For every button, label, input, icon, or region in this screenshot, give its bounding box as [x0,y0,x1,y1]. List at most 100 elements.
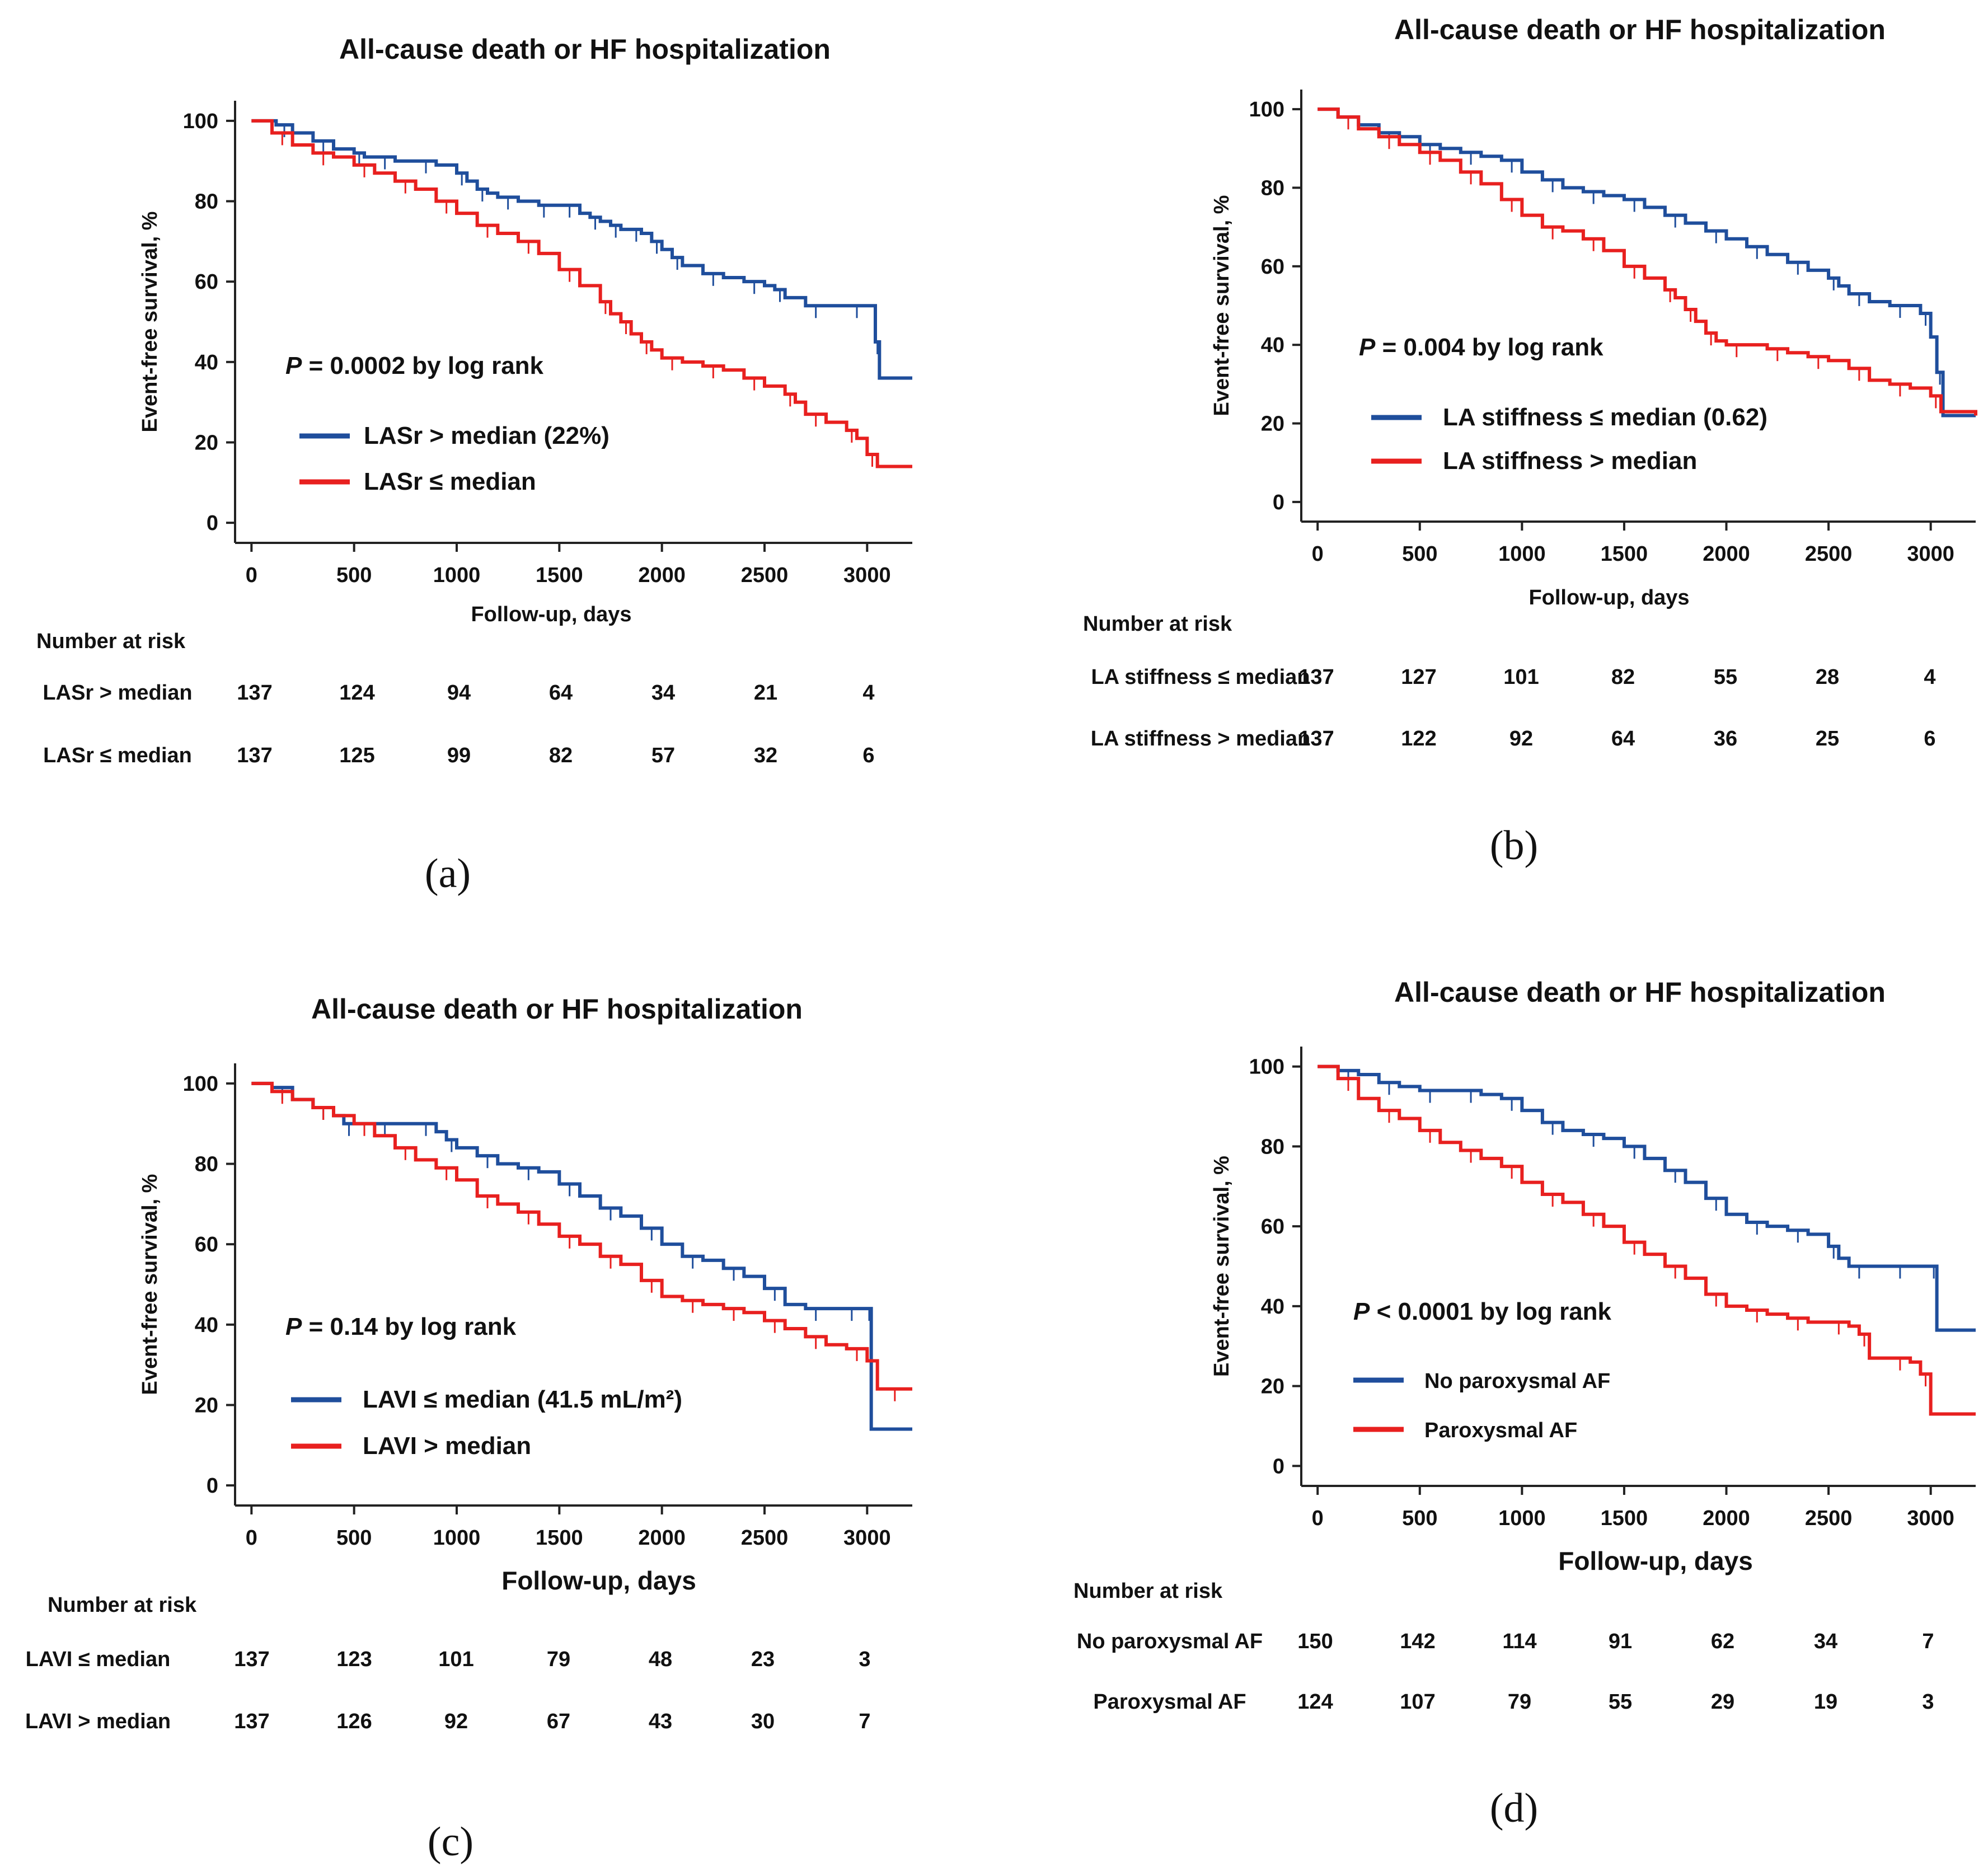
panel-label: (d) [1490,1785,1538,1831]
p-value-annotation: P < 0.0001 by log rank [1353,1298,1612,1325]
risk-count: 150 [1297,1630,1333,1653]
x-tick-label: 2500 [1805,1507,1853,1530]
panel-label: (b) [1490,823,1538,869]
risk-row-label: LAVI ≤ median [26,1648,171,1671]
p-value-symbol: P [1353,1298,1370,1325]
x-tick-label: 2000 [638,1526,686,1550]
risk-count: 137 [1298,727,1334,751]
legend-label: LAVI > median [363,1432,531,1460]
legend-label: LA stiffness ≤ median (0.62) [1443,404,1767,431]
risk-count: 92 [1509,727,1533,751]
risk-count: 7 [1922,1630,1934,1653]
risk-count: 62 [1711,1630,1734,1653]
risk-count: 28 [1816,665,1839,689]
risk-count: 25 [1816,727,1839,751]
risk-table-header: Number at risk [1083,612,1232,636]
risk-count: 4 [1924,665,1935,689]
risk-count: 114 [1502,1630,1536,1653]
y-tick-label: 100 [183,1072,218,1096]
risk-count: 122 [1401,727,1436,751]
risk-count: 64 [549,681,573,705]
x-tick-label: 0 [1312,1507,1324,1530]
survival-curve-red [1317,1064,1976,1416]
x-tick-label: 1000 [433,564,481,587]
x-tick-label: 2000 [1703,542,1750,566]
risk-row-label: LASr ≤ median [43,744,192,767]
y-tick-label: 80 [195,190,218,214]
risk-count: 137 [237,744,272,767]
p-value-text: = 0.004 by log rank [1375,334,1603,361]
x-tick-label: 500 [336,564,372,587]
y-tick-label: 40 [195,1314,218,1337]
chart-title: All-cause death or HF hospitalization [1394,14,1886,45]
risk-count: 34 [651,681,675,705]
risk-count: 6 [862,744,874,767]
x-tick-label: 2000 [1703,1507,1750,1530]
legend-label: LA stiffness > median [1443,447,1697,475]
risk-count: 57 [651,744,675,767]
y-tick-label: 0 [1273,1455,1284,1478]
risk-count: 36 [1714,727,1737,751]
chart-title: All-cause death or HF hospitalization [339,34,831,65]
y-tick-label: 60 [1261,255,1284,279]
x-axis-label: Follow-up, days [1528,586,1689,609]
risk-row-label: LA stiffness > median [1091,727,1310,751]
legend-label: Paroxysmal AF [1424,1419,1577,1442]
y-tick-label: 0 [1273,491,1284,514]
y-tick-label: 0 [207,512,218,535]
y-tick-label: 60 [195,270,218,294]
risk-count: 91 [1609,1630,1632,1653]
x-tick-label: 3000 [843,1526,891,1550]
y-axis-label: Event-free survival, % [1210,1156,1234,1377]
legend-label: LASr > median (22%) [364,422,609,449]
survival-curve-red [251,119,912,468]
y-tick-label: 60 [1261,1215,1284,1239]
risk-count: 3 [859,1648,870,1671]
p-value-annotation: P = 0.14 by log rank [285,1313,517,1340]
risk-count: 137 [234,1710,269,1733]
risk-count: 127 [1401,665,1436,689]
p-value-symbol: P [285,1313,302,1340]
x-tick-label: 0 [246,1526,257,1550]
x-tick-label: 1500 [536,564,583,587]
risk-count: 125 [339,744,374,767]
y-tick-label: 100 [1249,1056,1284,1079]
x-tick-label: 3000 [1907,542,1954,566]
risk-count: 123 [336,1648,372,1671]
x-axis-label: Follow-up, days [471,603,631,626]
risk-count: 137 [1298,665,1334,689]
risk-row-label: No paroxysmal AF [1077,1630,1263,1653]
x-tick-label: 0 [246,564,257,587]
x-tick-label: 500 [1402,542,1437,566]
risk-count: 107 [1400,1690,1435,1714]
y-axis-label: Event-free survival, % [138,1174,162,1395]
risk-count: 4 [862,681,874,705]
y-tick-label: 60 [195,1233,218,1256]
y-tick-label: 40 [195,351,218,374]
risk-count: 23 [751,1648,775,1671]
x-tick-label: 1000 [433,1526,481,1550]
y-axis-label: Event-free survival, % [138,212,162,433]
y-tick-label: 0 [207,1474,218,1498]
x-tick-label: 2500 [741,1526,789,1550]
survival-curve-blue [1317,1064,1976,1332]
panel-label: (a) [425,851,471,897]
survival-curve-blue [251,119,912,380]
risk-count: 94 [447,681,471,705]
risk-count: 6 [1924,727,1935,751]
x-tick-label: 1000 [1498,542,1546,566]
risk-table-header: Number at risk [48,1593,197,1617]
p-value-symbol: P [1359,334,1376,361]
chart-panel-c: All-cause death or HF hospitalization 0 20… [25,993,912,1865]
chart-title: All-cause death or HF hospitalization [311,993,803,1025]
x-tick-label: 500 [1402,1507,1437,1530]
x-tick-label: 2500 [1805,542,1853,566]
y-tick-label: 20 [1261,1375,1284,1399]
y-tick-label: 80 [1261,1135,1284,1159]
risk-row-label: LAVI > median [25,1710,171,1733]
x-tick-label: 0 [1312,542,1324,566]
x-tick-label: 1500 [1601,1507,1648,1530]
p-value-annotation: P = 0.0002 by log rank [285,352,544,379]
risk-count: 92 [444,1710,468,1733]
